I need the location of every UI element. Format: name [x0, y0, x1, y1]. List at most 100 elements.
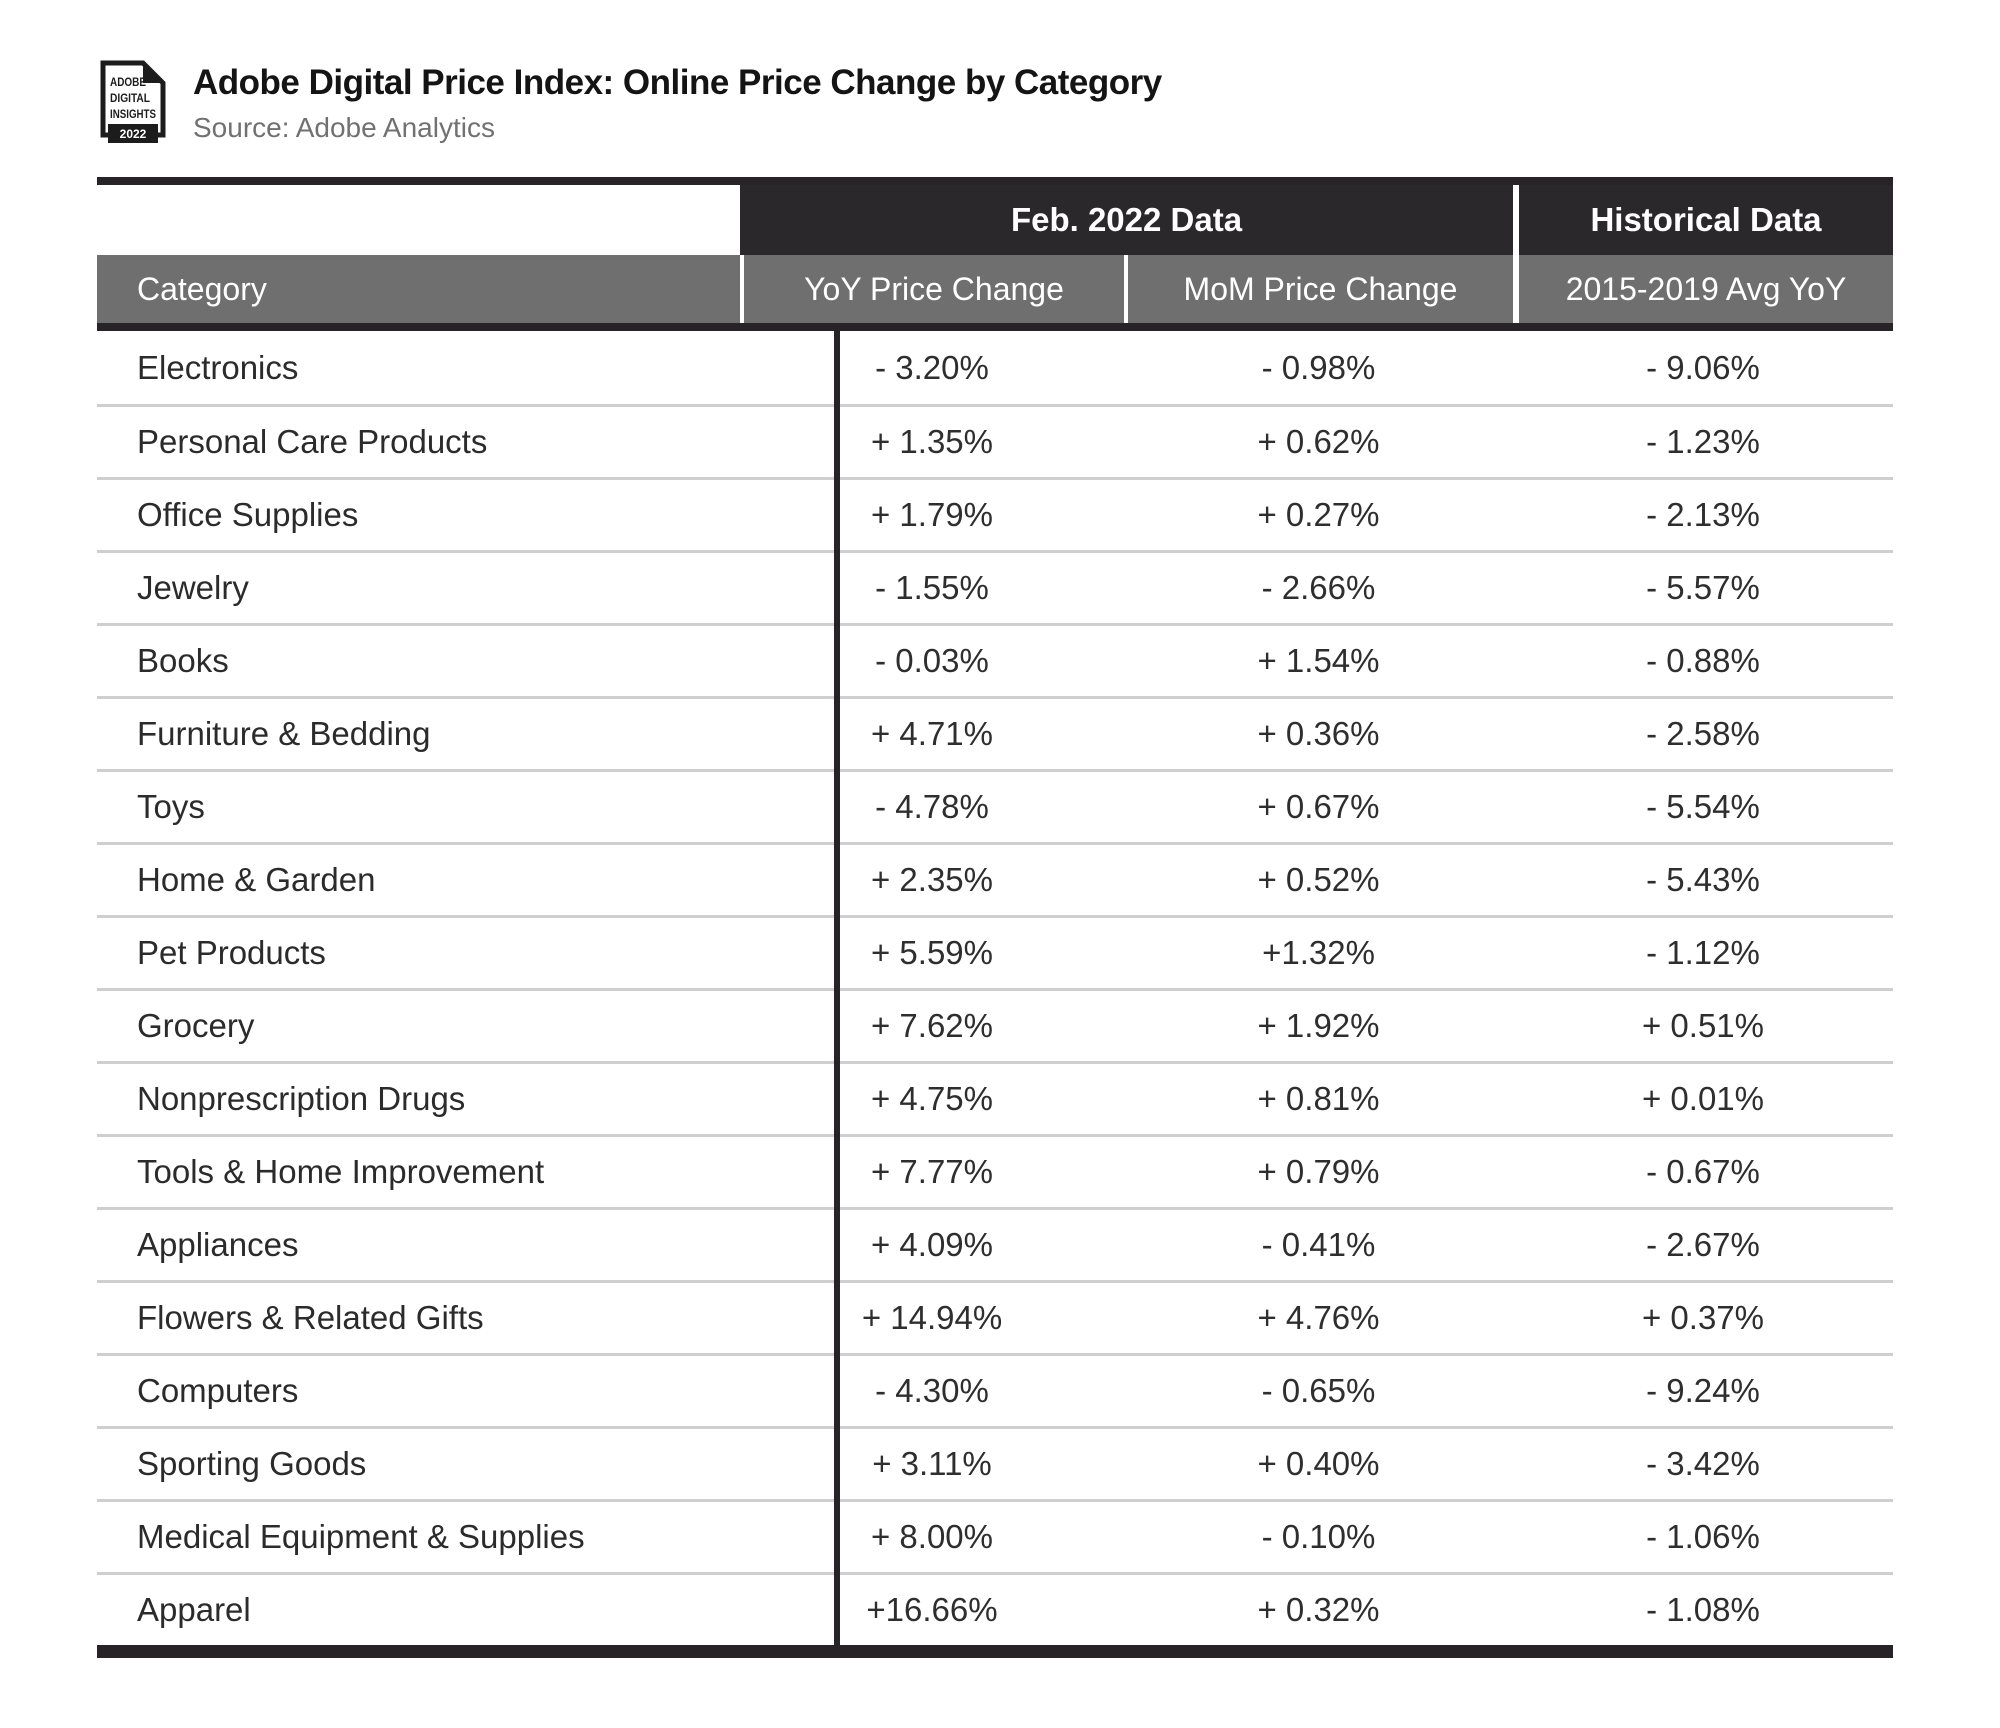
table-row: Sporting Goods + 3.11% + 0.40% - 3.42% [97, 1426, 1893, 1499]
adobe-digital-insights-logo-icon: ADOBE DIGITAL INSIGHTS 2022 [100, 60, 166, 143]
mom-cell: - 0.65% [1261, 1372, 1376, 1409]
hist-cell: - 5.57% [1646, 569, 1760, 606]
table-bottom-rule [97, 1645, 1893, 1658]
mom-cell: + 0.67% [1257, 788, 1380, 825]
yoy-cell: + 2.35% [870, 861, 993, 898]
table-top-rule [97, 177, 1893, 185]
table-row: Appliances + 4.09% - 0.41% - 2.67% [97, 1207, 1893, 1280]
mom-cell: + 0.27% [1257, 496, 1380, 533]
category-cell: Toys [137, 788, 205, 825]
column-header-yoy: YoY Price Change [740, 255, 1124, 323]
hist-cell: - 2.67% [1646, 1226, 1760, 1263]
table-row: Flowers & Related Gifts + 14.94% + 4.76%… [97, 1280, 1893, 1353]
category-cell: Books [137, 642, 229, 679]
yoy-cell: + 4.09% [870, 1226, 993, 1263]
mom-cell: + 0.40% [1257, 1445, 1380, 1482]
group-header-row: Feb. 2022 Data Historical Data [97, 185, 1893, 255]
column-header-avg-yoy: 2015-2019 Avg YoY [1513, 255, 1893, 323]
category-cell: Electronics [137, 348, 299, 386]
table-row: Apparel +16.66% + 0.32% - 1.08% [97, 1572, 1893, 1645]
yoy-cell: - 4.78% [875, 788, 989, 825]
hist-cell: - 2.13% [1646, 496, 1760, 533]
hist-cell: - 1.12% [1646, 934, 1760, 971]
yoy-cell: + 4.71% [870, 715, 993, 752]
source-caption: Source: Adobe Analytics [193, 111, 495, 143]
mom-cell: + 0.62% [1257, 423, 1380, 460]
category-cell: Jewelry [137, 569, 249, 606]
table-row: Pet Products + 5.59% +1.32% - 1.12% [97, 915, 1893, 988]
hist-cell: - 5.54% [1646, 788, 1760, 825]
mom-cell: - 0.98% [1261, 348, 1376, 386]
hist-cell: - 9.24% [1646, 1372, 1760, 1409]
table-row: Medical Equipment & Supplies + 8.00% - 0… [97, 1499, 1893, 1572]
category-cell: Medical Equipment & Supplies [137, 1518, 585, 1555]
category-cell: Tools & Home Improvement [137, 1153, 545, 1190]
category-cell: Apparel [137, 1591, 251, 1628]
yoy-cell: + 3.11% [872, 1445, 992, 1482]
table-row: Tools & Home Improvement + 7.77% + 0.79%… [97, 1134, 1893, 1207]
table-row: Computers - 4.30% - 0.65% - 9.24% [97, 1353, 1893, 1426]
category-cell: Home & Garden [137, 861, 376, 898]
mom-cell: + 1.54% [1257, 642, 1380, 679]
yoy-cell: + 14.94% [861, 1299, 1003, 1336]
mom-cell: - 0.10% [1261, 1518, 1376, 1555]
table-row: Nonprescription Drugs + 4.75% + 0.81% + … [97, 1061, 1893, 1134]
yoy-cell: +16.66% [866, 1591, 998, 1628]
group-header-feb-2022: Feb. 2022 Data [740, 185, 1513, 255]
category-column-divider [834, 331, 840, 1645]
group-header-spacer [97, 185, 740, 255]
hist-cell: - 3.42% [1646, 1445, 1760, 1482]
category-cell: Grocery [137, 1007, 255, 1044]
yoy-cell: - 1.55% [875, 569, 989, 606]
yoy-cell: + 7.62% [870, 1007, 993, 1044]
column-header-row: Category YoY Price Change MoM Price Chan… [97, 255, 1893, 323]
hist-cell: - 5.43% [1646, 861, 1760, 898]
price-change-table: Feb. 2022 Data Historical Data Category … [97, 177, 1893, 1658]
table-row: Home & Garden + 2.35% + 0.52% - 5.43% [97, 842, 1893, 915]
column-header-category: Category [137, 270, 267, 307]
table-row: Toys - 4.78% + 0.67% - 5.54% [97, 769, 1893, 842]
logo-line-2: DIGITAL [110, 91, 150, 105]
category-cell: Personal Care Products [137, 423, 488, 460]
title-block: Adobe Digital Price Index: Online Price … [193, 58, 1162, 144]
table-row: Books - 0.03% + 1.54% - 0.88% [97, 623, 1893, 696]
yoy-cell: - 4.30% [875, 1372, 989, 1409]
mom-cell: +1.32% [1262, 934, 1375, 971]
group-header-historical: Historical Data [1513, 185, 1893, 255]
mom-cell: + 0.79% [1257, 1153, 1380, 1190]
category-cell: Flowers & Related Gifts [137, 1299, 484, 1336]
yoy-cell: + 7.77% [870, 1153, 993, 1190]
logo-year: 2022 [120, 127, 147, 141]
page-title: Adobe Digital Price Index: Online Price … [193, 63, 1162, 102]
logo-line-1: ADOBE [110, 75, 146, 89]
table-row: Office Supplies + 1.79% + 0.27% - 2.13% [97, 477, 1893, 550]
hist-cell: - 1.06% [1646, 1518, 1760, 1555]
table-row: Grocery + 7.62% + 1.92% + 0.51% [97, 988, 1893, 1061]
category-cell: Sporting Goods [137, 1445, 367, 1482]
hist-cell: + 0.37% [1641, 1299, 1764, 1336]
hist-cell: - 1.08% [1646, 1591, 1760, 1628]
yoy-cell: - 0.03% [875, 642, 989, 679]
yoy-cell: + 8.00% [870, 1518, 993, 1555]
table-row: Jewelry - 1.55% - 2.66% - 5.57% [97, 550, 1893, 623]
table-row: Personal Care Products + 1.35% + 0.62% -… [97, 404, 1893, 477]
yoy-cell: + 1.35% [870, 423, 993, 460]
header-bottom-rule [97, 323, 1893, 331]
category-cell: Office Supplies [137, 496, 359, 533]
hist-cell: - 1.23% [1646, 423, 1760, 460]
mom-cell: + 0.81% [1257, 1080, 1380, 1117]
mom-cell: + 1.92% [1257, 1007, 1380, 1044]
category-cell: Furniture & Bedding [137, 715, 431, 752]
yoy-cell: - 3.20% [875, 348, 989, 386]
mom-cell: + 0.52% [1257, 861, 1380, 898]
mom-cell: + 0.32% [1257, 1591, 1380, 1628]
hist-cell: - 0.88% [1646, 642, 1760, 679]
category-cell: Appliances [137, 1226, 299, 1263]
table-row: Electronics - 3.20% - 0.98% - 9.06% [97, 331, 1893, 404]
column-header-mom: MoM Price Change [1124, 255, 1513, 323]
mom-cell: + 4.76% [1257, 1299, 1380, 1336]
table-row: Furniture & Bedding + 4.71% + 0.36% - 2.… [97, 696, 1893, 769]
hist-cell: + 0.51% [1641, 1007, 1764, 1044]
mom-cell: - 2.66% [1261, 569, 1376, 606]
